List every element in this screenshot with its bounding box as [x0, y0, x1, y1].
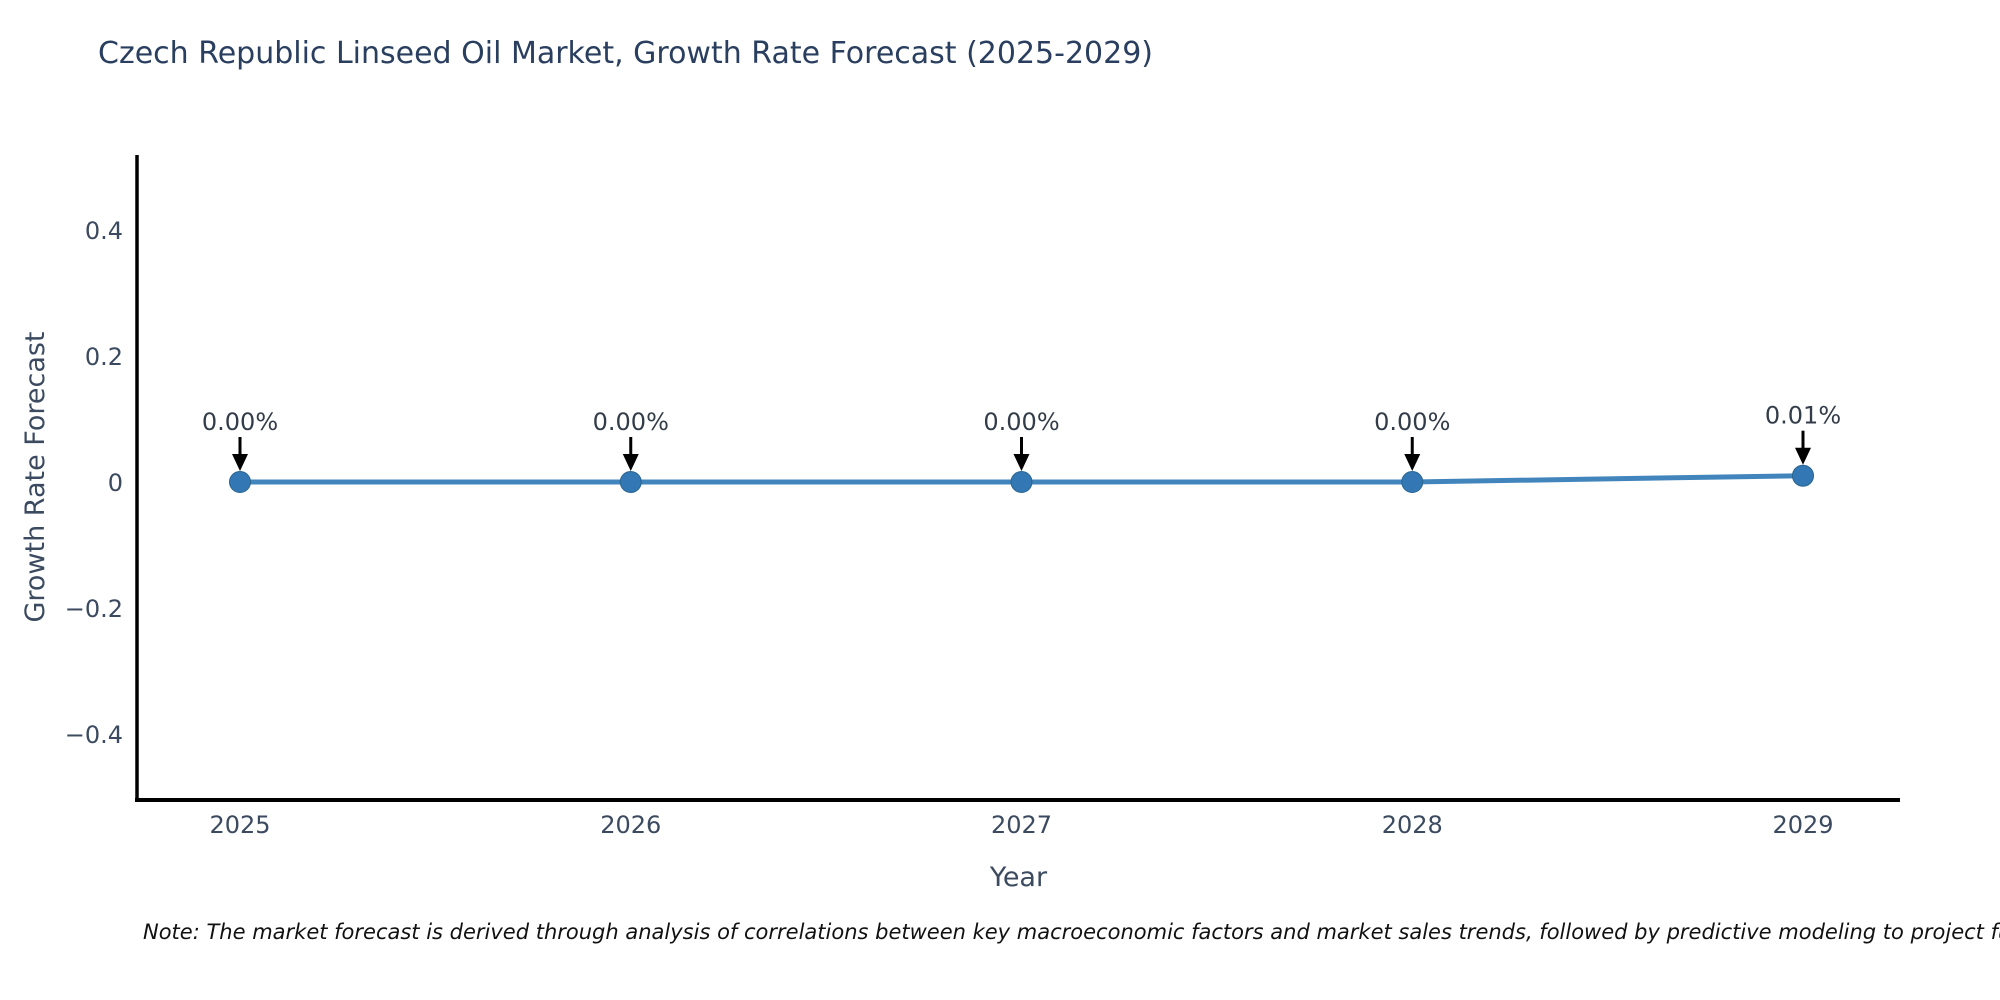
data-point	[1792, 464, 1814, 487]
x-tick-label: 2025	[209, 811, 270, 839]
annotation-arrow-head	[1013, 454, 1030, 471]
y-tick-label: 0.2	[85, 343, 123, 371]
chart-note: Note: The market forecast is derived thr…	[143, 920, 2000, 944]
data-point-label: 0.01%	[1765, 402, 1841, 430]
annotation-arrow-head	[1795, 447, 1811, 465]
data-point	[619, 471, 642, 493]
x-tick-label: 2029	[1772, 811, 1833, 839]
data-point	[1401, 471, 1424, 493]
x-tick-label: 2026	[600, 811, 661, 839]
data-point-label: 0.00%	[593, 408, 669, 436]
chart-title: Czech Republic Linseed Oil Market, Growt…	[98, 36, 1154, 71]
annotation-arrow-head	[1404, 454, 1421, 471]
x-axis-title: Year	[989, 862, 1048, 893]
data-point-label: 0.00%	[1374, 408, 1450, 436]
y-tick-label: 0	[108, 469, 123, 497]
data-point	[1010, 471, 1033, 493]
x-tick-label: 2028	[1382, 811, 1443, 839]
data-point-label: 0.00%	[983, 408, 1059, 436]
data-point	[229, 471, 251, 493]
x-tick-label: 2027	[991, 811, 1052, 839]
annotation-arrow-head	[622, 454, 639, 471]
data-point-label: 0.00%	[202, 408, 278, 436]
y-tick-label: 0.4	[85, 217, 123, 245]
annotation-arrow-head	[232, 454, 248, 471]
y-tick-label: −0.4	[65, 721, 123, 749]
y-tick-label: −0.2	[65, 595, 123, 623]
